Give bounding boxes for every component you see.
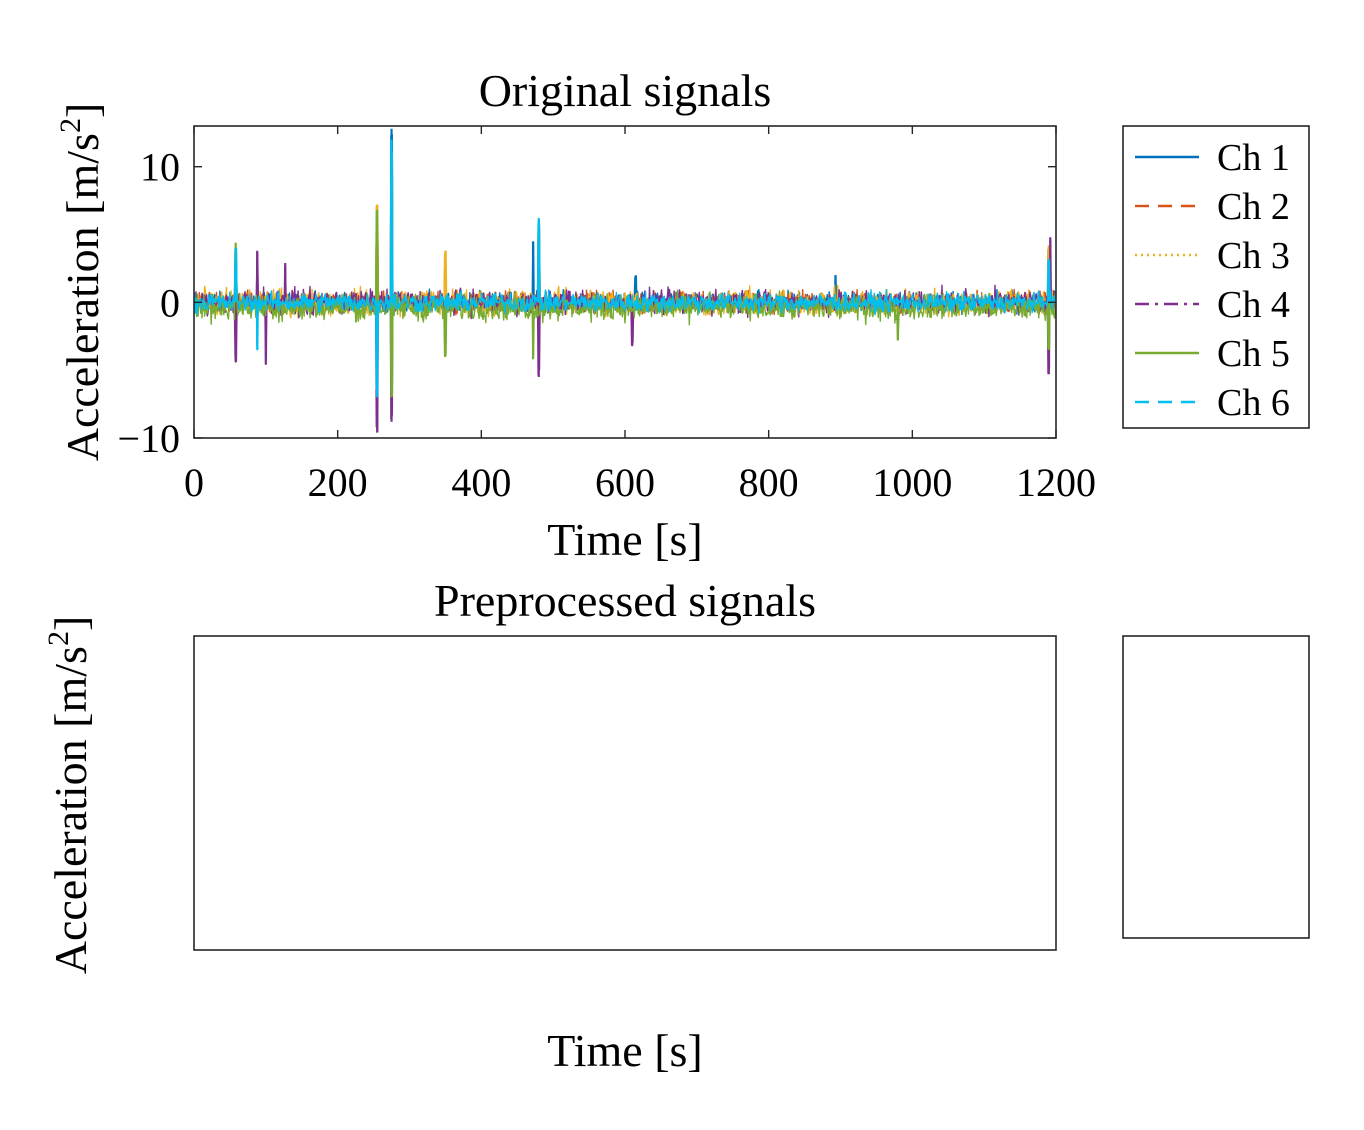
- legend-label: Ch 3: [1217, 235, 1290, 277]
- y-axis-label-superscript: 2: [54, 118, 87, 133]
- legend: [1122, 635, 1310, 939]
- y-axis-label-end: ]: [57, 103, 108, 118]
- y-axis-label-superscript: 2: [42, 631, 75, 646]
- legend-item-ch-6: Ch 6: [1135, 382, 1290, 424]
- plot-area: [194, 126, 1056, 438]
- x-axis-label: Time [s]: [547, 1025, 703, 1076]
- y-axis-label: Acceleration [m/s2]: [42, 616, 96, 975]
- series-line-6: [194, 149, 1056, 394]
- x-axis-label: Time [s]: [547, 514, 703, 565]
- x-tick-label: 1200: [1016, 460, 1096, 505]
- y-tick-label: 10: [140, 145, 180, 190]
- legend-item-ch-2: Ch 2: [1135, 186, 1290, 228]
- legend: Ch 1 Ch 2 Ch 3 Ch 4 Ch 5 Ch 6: [1122, 125, 1310, 429]
- legend-box: [1122, 125, 1310, 429]
- x-tick-label: 600: [595, 460, 655, 505]
- chart-title: Preprocessed signals: [434, 575, 816, 626]
- x-tick-label: 200: [308, 460, 368, 505]
- legend-label: Ch 5: [1217, 333, 1290, 375]
- axes-box: [193, 635, 1057, 951]
- legend-item-ch-3: Ch 3: [1135, 235, 1290, 277]
- legend-box: [1122, 635, 1310, 939]
- x-tick-label: 400: [451, 460, 511, 505]
- x-tick-label: 800: [739, 460, 799, 505]
- x-tick-label: 0: [184, 460, 204, 505]
- legend-item-ch-1: Ch 1: [1135, 137, 1290, 179]
- series-layer: [194, 128, 1056, 433]
- plot-area: [194, 636, 1056, 950]
- x-tick-label: 1000: [872, 460, 952, 505]
- y-axis-label-main: Acceleration [m/s: [45, 646, 96, 974]
- series-line-5: [194, 210, 1056, 397]
- y-tick-label: 0: [160, 280, 180, 325]
- legend-label: Ch 2: [1217, 186, 1290, 228]
- chart-preprocessed-signals: Preprocessed signals Time [s] Accelerati…: [42, 575, 1310, 1076]
- legend-item-ch-4: Ch 4: [1135, 284, 1290, 326]
- x-ticks: 0 200 400 600 800 1000 1200: [184, 126, 1096, 505]
- chart-title: Original signals: [479, 65, 772, 116]
- legend-item-ch-5: Ch 5: [1135, 333, 1290, 375]
- y-axis-label-end: ]: [45, 616, 96, 631]
- legend-label: Ch 6: [1217, 382, 1290, 424]
- legend-label: Ch 1: [1217, 137, 1290, 179]
- chart-original-signals: Original signals 0 200 400 600 800 1000 1200 −…: [54, 65, 1310, 565]
- y-tick-label: −10: [117, 416, 180, 461]
- legend-label: Ch 4: [1217, 284, 1290, 326]
- y-axis-label-main: Acceleration [m/s: [57, 133, 108, 461]
- y-ticks: −10 0 10: [117, 145, 1056, 461]
- y-axis-label: Acceleration [m/s2]: [54, 103, 108, 462]
